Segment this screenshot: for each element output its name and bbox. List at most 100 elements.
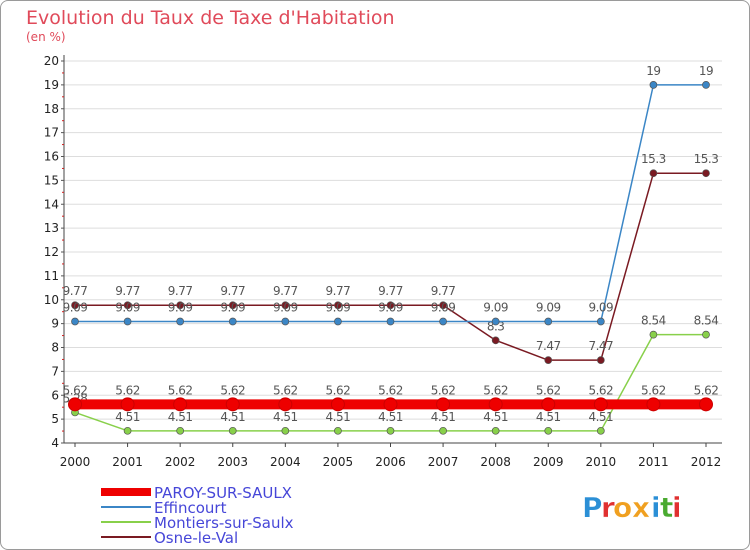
data-point [702,169,710,178]
data-point [383,397,398,412]
data-point [123,301,132,310]
logo-letter: x [632,491,650,524]
x-tick-label: 2003 [217,455,248,469]
x-tick-label: 2012 [691,455,722,469]
data-point [702,81,710,89]
chart-subtitle: (en %) [26,30,66,44]
data-label: 9.09 [115,300,140,314]
data-label: 5.62 [536,383,561,397]
series-line [75,172,706,361]
legend-label: Effincourt [154,499,227,517]
legend: PAROY-SUR-SAULXEffincourtMontiers-sur-Sa… [101,484,294,547]
logo-letter: i [672,491,682,524]
data-point [386,426,395,435]
data-label: 4.51 [168,410,193,424]
data-label: 5.62 [641,383,666,397]
y-tick-label: 18 [44,102,59,116]
y-tick-label: 4 [51,436,59,450]
y-tick-label: 12 [44,245,59,259]
data-label: 7.47 [536,339,561,353]
data-point [649,81,658,89]
data-label: 9.77 [273,284,298,298]
data-label: 4.51 [273,410,298,424]
data-label: 4.51 [115,410,140,424]
x-tick-label: 2008 [480,455,511,469]
y-tick-label: 9 [51,317,59,331]
data-point [176,426,185,435]
data-label: 9.09 [168,300,193,314]
data-point [123,317,132,326]
data-label: 5.62 [326,383,351,397]
x-tick-label: 2007 [428,455,459,469]
legend-label: PAROY-SUR-SAULX [154,484,292,502]
legend-item: Montiers-sur-Saulx [101,514,294,532]
data-label: 5.62 [115,383,140,397]
data-point [334,301,342,310]
data-label: 5.62 [220,383,245,397]
data-label: 9.77 [168,284,193,298]
data-point [123,426,132,435]
data-label: 15.3 [641,152,666,166]
legend-item: PAROY-SUR-SAULX [101,484,292,502]
data-point [646,397,661,412]
data-point [228,317,237,326]
data-label: 9.09 [483,300,508,314]
data-label: 9.77 [326,284,351,298]
data-label: 8.54 [641,314,666,328]
data-point [120,397,135,412]
series-osne-le-val: 9.77 9.77 9.77 9.77 9.77 9.77 9.77 9.77 8.3 7.47 7… [63,152,719,365]
data-point [436,397,451,412]
data-label: 9.09 [431,300,456,314]
y-tick-label: 13 [44,221,59,235]
data-point [491,336,500,345]
data-label: 4.51 [220,410,245,424]
logo-letter: t [660,491,673,524]
logo-letter: i [651,491,661,524]
series-group: 9.77 9.77 9.77 9.77 9.77 9.77 9.77 9.77 8.3 7.47 7… [63,64,719,435]
data-point [491,426,500,435]
y-tick-label: 20 [44,54,59,68]
data-label: 5.62 [168,383,193,397]
y-tick-label: 17 [44,126,59,140]
data-point [544,356,553,365]
y-tick-label: 19 [44,78,59,92]
data-label: 5.62 [588,383,613,397]
data-label: 8.3 [487,319,505,333]
data-point [439,317,447,326]
chart-title: Evolution du Taux de Taxe d'Habitation [26,7,395,29]
y-tick-label: 8 [51,341,59,355]
data-label: 9.77 [378,284,403,298]
x-axis-ticks: 2000 2001 2002 2003 2004 2005 2006 2007 2008 2009… [60,443,722,469]
data-label: 4.51 [588,410,613,424]
data-label: 8.54 [694,314,719,328]
data-label: 9.09 [63,300,88,314]
y-tick-label: 6 [51,388,59,402]
data-point [491,317,500,326]
data-point [649,169,658,178]
data-point [176,317,185,326]
data-label: 5.62 [431,383,456,397]
data-label: 5.62 [63,383,88,397]
data-label: 4.51 [483,410,508,424]
x-tick-label: 2000 [60,455,91,469]
data-label: 19 [646,64,660,78]
data-point [544,317,553,326]
x-tick-label: 2005 [323,455,354,469]
data-point [386,301,395,310]
data-label: 9.09 [220,300,245,314]
data-point [173,397,188,412]
data-point [71,301,79,310]
data-label: 9.77 [220,284,245,298]
data-point [439,426,447,435]
data-point [228,426,237,435]
data-label: 9.09 [378,300,403,314]
x-tick-label: 2001 [112,455,143,469]
data-point [699,397,713,412]
data-label: 5.62 [378,383,403,397]
data-point [544,426,553,435]
data-point [281,426,290,435]
series-effincourt: 9.09 9.09 9.09 9.09 9.09 9.09 9.09 9.09 9.09 9.09… [63,64,714,326]
x-tick-label: 2006 [375,455,406,469]
data-label: 15.3 [694,152,719,166]
